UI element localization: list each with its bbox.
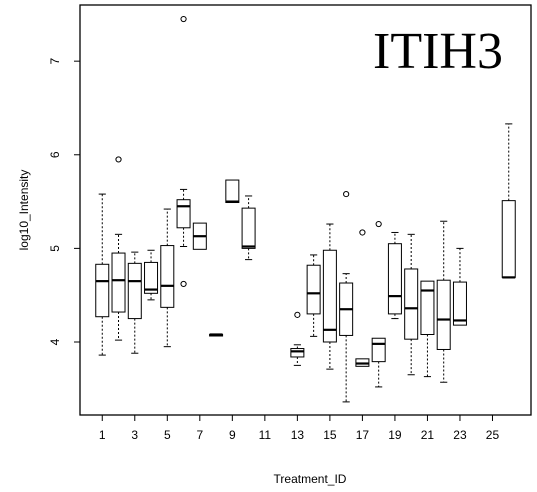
- box-body: [127, 262, 142, 320]
- box-group: [209, 333, 224, 337]
- box-body: [306, 264, 321, 315]
- x-tick-label: 21: [421, 428, 435, 442]
- box-group: [420, 280, 435, 378]
- box-group: [176, 15, 191, 288]
- y-axis-label: log10_Intensity: [17, 170, 31, 251]
- x-tick-label: 13: [291, 428, 305, 442]
- x-tick-label: 1: [99, 428, 106, 442]
- box-group: [371, 220, 386, 388]
- box-group: [387, 231, 402, 320]
- box-group: [95, 193, 110, 356]
- box-group: [241, 195, 256, 261]
- box-group: [404, 233, 419, 376]
- box-body: [436, 279, 451, 350]
- box-group: [452, 247, 467, 326]
- box-group: [111, 156, 126, 341]
- x-tick-label: 17: [356, 428, 370, 442]
- box-body: [111, 252, 126, 313]
- x-tick-label: 7: [196, 428, 203, 442]
- box-group: [144, 249, 159, 301]
- box-body: [452, 281, 467, 326]
- outlier-point: [359, 229, 366, 236]
- box-group: [290, 311, 305, 366]
- box-body: [371, 337, 386, 363]
- x-tick-label: 9: [229, 428, 236, 442]
- x-tick-label: 25: [486, 428, 500, 442]
- box-group: [192, 222, 207, 250]
- box-group: [355, 229, 370, 367]
- x-tick-label: 19: [388, 428, 402, 442]
- box-body: [290, 348, 305, 358]
- box-group: [436, 220, 451, 383]
- x-tick-label: 15: [323, 428, 337, 442]
- box-body: [387, 243, 402, 315]
- box-group: [127, 251, 142, 354]
- box-group: [225, 179, 240, 204]
- box-body: [144, 261, 159, 294]
- box-group: [322, 223, 337, 370]
- y-tick-label: 6: [48, 151, 62, 158]
- outlier-point: [115, 156, 122, 163]
- plot-frame: [79, 4, 532, 416]
- box-body: [95, 263, 110, 318]
- outlier-point: [294, 311, 301, 318]
- box-group: [160, 208, 175, 348]
- x-tick-label: 11: [259, 428, 272, 442]
- y-tick-label: 5: [48, 245, 62, 252]
- box-body: [225, 179, 240, 204]
- box-body: [176, 199, 191, 229]
- x-tick-label: 3: [131, 428, 138, 442]
- box-body: [322, 249, 337, 343]
- box-body: [160, 245, 175, 308]
- outlier-point: [343, 190, 350, 198]
- box-body: [404, 268, 419, 340]
- box-group: [501, 123, 516, 279]
- y-tick-label: 4: [48, 338, 62, 345]
- box-body: [241, 207, 256, 249]
- outlier-point: [180, 280, 187, 288]
- x-tick-label: 23: [453, 428, 467, 442]
- x-tick-label: 5: [164, 428, 171, 442]
- box-body: [501, 200, 516, 278]
- outlier-point: [180, 15, 187, 23]
- y-tick-label: 7: [48, 58, 62, 65]
- box-group: [339, 190, 354, 403]
- x-axis-label: Treatment_ID: [274, 472, 347, 486]
- outlier-point: [375, 220, 382, 228]
- boxes: [95, 15, 516, 403]
- chart-title: ITIH3: [373, 23, 503, 80]
- box-group: [306, 254, 321, 337]
- box-body: [420, 280, 435, 335]
